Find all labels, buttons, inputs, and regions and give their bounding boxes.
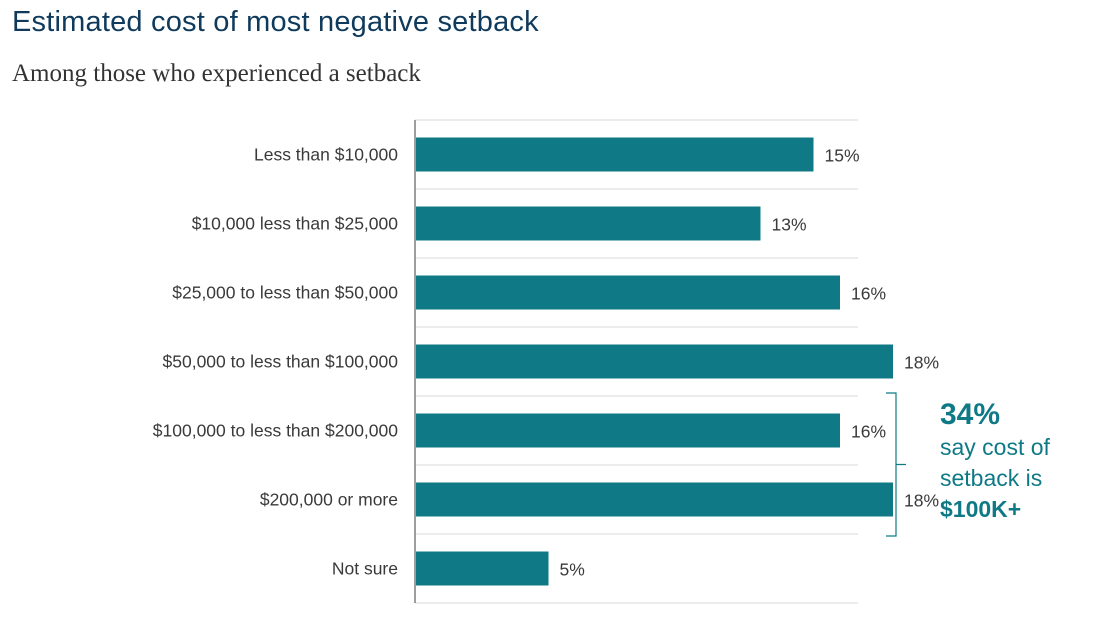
category-label: $200,000 or more xyxy=(260,490,398,510)
data-label: 18% xyxy=(904,491,939,511)
chart-title: Estimated cost of most negative setback xyxy=(12,6,539,38)
category-label: $100,000 to less than $200,000 xyxy=(153,421,398,441)
bar xyxy=(416,206,761,241)
data-label: 5% xyxy=(560,560,585,580)
data-label: 18% xyxy=(904,353,939,373)
callout: 34% say cost of setback is $100K+ xyxy=(940,398,1050,525)
bar xyxy=(416,413,840,448)
bar xyxy=(416,137,814,172)
bar xyxy=(416,275,840,310)
category-label: $25,000 to less than $50,000 xyxy=(172,283,398,303)
bar xyxy=(416,344,893,379)
chart-subtitle: Among those who experienced a setback xyxy=(12,60,421,87)
callout-bracket xyxy=(886,392,906,537)
callout-line-2: setback is xyxy=(940,465,1043,491)
category-label: Less than $10,000 xyxy=(254,145,398,165)
data-label: 16% xyxy=(851,284,886,304)
data-label: 16% xyxy=(851,422,886,442)
callout-percent: 34% xyxy=(940,398,1001,431)
data-label: 15% xyxy=(825,146,860,166)
category-label: Not sure xyxy=(332,559,398,579)
bar xyxy=(416,551,549,586)
data-label: 13% xyxy=(772,215,807,235)
category-label: $50,000 to less than $100,000 xyxy=(163,352,399,372)
callout-line-1: say cost of xyxy=(940,434,1050,460)
category-label: $10,000 less than $25,000 xyxy=(192,214,399,234)
callout-line-3: $100K+ xyxy=(940,496,1022,522)
bar xyxy=(416,482,893,517)
